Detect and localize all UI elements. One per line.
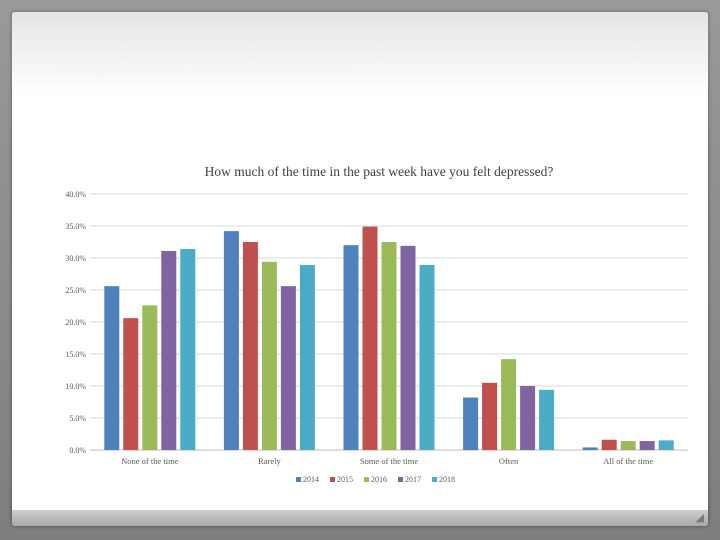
bar-2016-0 xyxy=(142,305,158,450)
bar-2015-0 xyxy=(123,318,139,450)
slide-header: Feelings of failure or depression over t… xyxy=(12,12,708,96)
bar-2014-0 xyxy=(104,286,120,450)
bar-2018-2 xyxy=(419,265,435,450)
resize-grip-icon: ◢ xyxy=(695,512,704,524)
legend-swatch-2014 xyxy=(296,477,301,482)
x-tick-label: Often xyxy=(499,456,519,466)
legend-swatch-2016 xyxy=(364,477,369,482)
bar-2018-4 xyxy=(658,440,674,450)
legend-label-2014: 2014 xyxy=(303,475,319,484)
bar-2016-1 xyxy=(261,261,277,450)
legend-label-2016: 2016 xyxy=(371,475,387,484)
y-tick-label: 25.0% xyxy=(65,286,86,295)
bar-2018-1 xyxy=(299,265,315,450)
y-tick-label: 35.0% xyxy=(65,222,86,231)
legend-label-2018: 2018 xyxy=(439,475,455,484)
y-tick-label: 10.0% xyxy=(65,382,86,391)
bar-2018-0 xyxy=(180,249,196,450)
bar-2018-3 xyxy=(539,389,555,450)
bar-2016-4 xyxy=(620,441,636,450)
slide: Feelings of failure or depression over t… xyxy=(12,12,708,526)
x-tick-label: Rarely xyxy=(258,456,281,466)
y-tick-label: 5.0% xyxy=(69,414,86,423)
x-tick-label: All of the time xyxy=(603,456,653,466)
y-tick-label: 15.0% xyxy=(65,350,86,359)
slide-title: Feelings of failure or depression over t… xyxy=(60,61,352,77)
chart-title: How much of the time in the past week ha… xyxy=(205,164,554,179)
bar-2014-3 xyxy=(463,397,479,450)
bar-2017-1 xyxy=(280,286,296,450)
bar-2015-1 xyxy=(242,242,258,450)
bar-2014-4 xyxy=(582,447,598,450)
y-tick-label: 30.0% xyxy=(65,254,86,263)
bar-2014-2 xyxy=(343,245,359,450)
y-tick-label: 40.0% xyxy=(65,190,86,199)
legend-swatch-2017 xyxy=(398,477,403,482)
bar-chart: How much of the time in the past week ha… xyxy=(65,164,688,484)
bar-2016-3 xyxy=(501,359,517,450)
bar-2015-3 xyxy=(482,382,498,450)
bar-2017-4 xyxy=(639,441,655,450)
bar-2017-2 xyxy=(400,245,416,450)
legend-swatch-2018 xyxy=(432,477,437,482)
legend-swatch-2015 xyxy=(330,477,335,482)
legend-label-2017: 2017 xyxy=(405,475,421,484)
footer-bar: ◢ xyxy=(12,510,708,526)
legend-label-2015: 2015 xyxy=(337,475,353,484)
y-tick-label: 20.0% xyxy=(65,318,86,327)
bar-2014-1 xyxy=(223,231,239,450)
bar-2015-4 xyxy=(601,439,617,450)
bar-2015-2 xyxy=(362,226,378,450)
bar-2017-0 xyxy=(161,250,177,450)
bar-2017-3 xyxy=(520,386,536,450)
x-tick-label: Some of the time xyxy=(360,456,419,466)
y-tick-label: 0.0% xyxy=(69,446,86,455)
bar-2016-2 xyxy=(381,242,397,450)
x-tick-label: None of the time xyxy=(121,456,179,466)
